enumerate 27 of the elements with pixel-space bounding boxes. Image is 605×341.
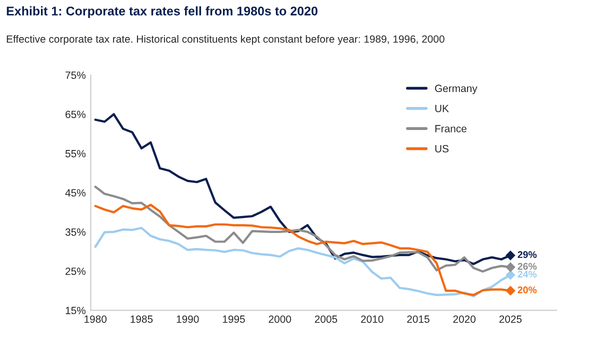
- x-tick-label: 2020: [453, 315, 476, 323]
- x-tick-label: 2010: [361, 315, 384, 323]
- data-label: 20%: [518, 286, 537, 294]
- legend-label: UK: [435, 104, 449, 112]
- legend-label: Germany: [435, 84, 478, 94]
- chart-subtitle: Effective corporate tax rate. Historical constituents kept constant before year: 1989, 1996, 2000: [6, 35, 444, 45]
- y-tick-label: 65%: [66, 110, 86, 118]
- x-tick-label: 2015: [407, 315, 430, 323]
- y-tick-label: 35%: [65, 228, 86, 236]
- x-tick-label: 1995: [222, 315, 245, 323]
- y-tick-label: 25%: [66, 268, 86, 275]
- y-tick-label: 75%: [66, 72, 86, 79]
- chart-title: Exhibit 1: Corporate tax rates fell from 1980s to 2020: [6, 6, 318, 18]
- y-tick-label: 55%: [65, 150, 86, 158]
- data-label: 26%: [518, 262, 537, 270]
- x-tick-label: 2025: [499, 315, 522, 323]
- legend-label: France: [435, 125, 466, 132]
- legend-label: US: [435, 145, 449, 152]
- data-label: 29%: [518, 251, 537, 258]
- x-tick-label: 1980: [84, 315, 107, 323]
- x-tick-label: 2005: [314, 315, 338, 323]
- y-tick-label: 15%: [66, 306, 86, 314]
- x-tick-label: 1990: [176, 315, 199, 323]
- x-tick-label: 1985: [130, 315, 153, 323]
- y-tick-label: 45%: [65, 189, 86, 197]
- x-tick-label: 2000: [268, 315, 292, 323]
- data-label: 24%: [518, 270, 537, 278]
